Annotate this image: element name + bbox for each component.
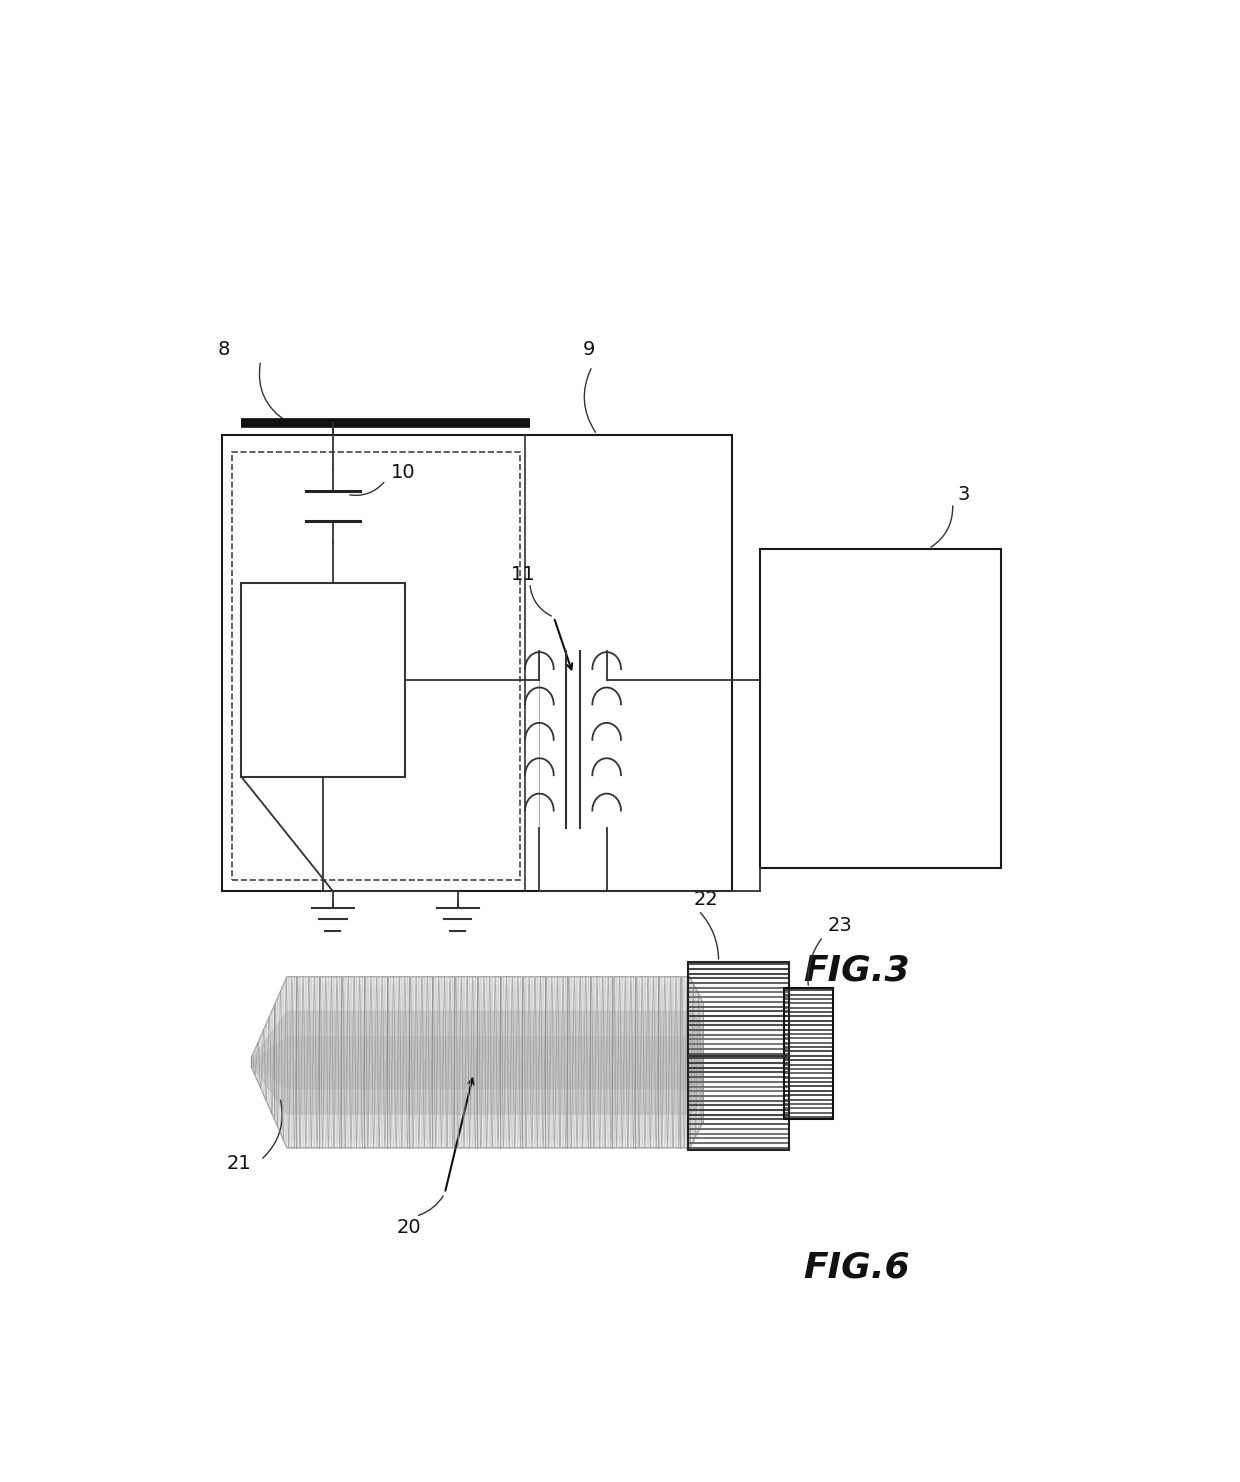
Text: 9: 9 <box>583 339 595 359</box>
Text: 20: 20 <box>397 1218 422 1237</box>
Bar <box>232 452 521 880</box>
Text: FIG.6: FIG.6 <box>804 1251 910 1285</box>
Bar <box>222 434 732 891</box>
Text: 3: 3 <box>957 485 970 504</box>
Bar <box>785 988 832 1119</box>
Text: 22: 22 <box>693 889 718 908</box>
Bar <box>688 962 789 1150</box>
Text: 8: 8 <box>217 339 229 359</box>
Bar <box>242 582 404 777</box>
Text: 11: 11 <box>511 565 536 584</box>
Text: 23: 23 <box>828 916 852 935</box>
Text: 10: 10 <box>391 462 415 482</box>
Text: FIG.3: FIG.3 <box>804 954 910 988</box>
Text: 21: 21 <box>227 1154 252 1174</box>
Bar <box>760 548 1001 868</box>
